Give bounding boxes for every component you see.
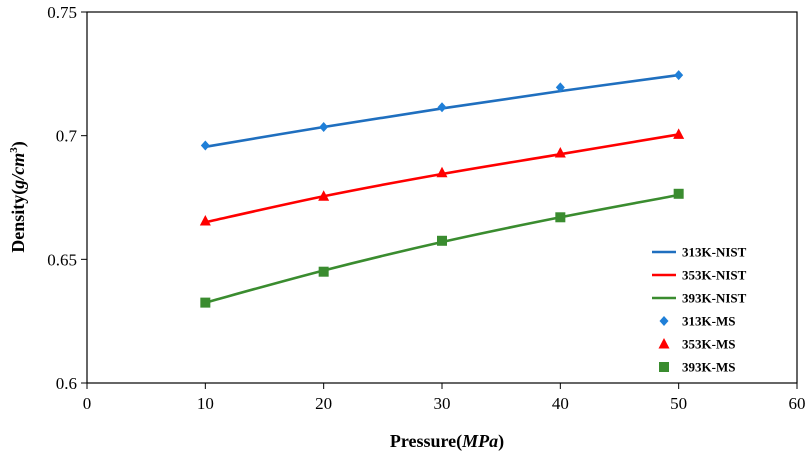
legend-item-313k-nist: 313K-NIST	[652, 245, 747, 260]
data-point-393k-ms	[200, 297, 211, 308]
series-313k-ms	[200, 70, 684, 151]
data-point-353k-ms	[199, 214, 211, 226]
x-tick-label: 40	[552, 394, 569, 413]
data-point-393k-ms	[318, 266, 329, 277]
y-tick-label: 0.6	[56, 374, 77, 393]
x-tick-label: 30	[434, 394, 451, 413]
data-point-353k-ms	[436, 166, 448, 178]
x-axis-title-main: Pressure	[390, 431, 456, 451]
y-axis: 0.6 0.65 0.7 0.75	[47, 3, 87, 393]
legend-item-353k-ms: 353K-MS	[658, 337, 735, 352]
x-axis-title-unit: MPa	[461, 431, 498, 451]
series-layer	[199, 70, 685, 308]
series-line-393k-nist	[204, 193, 679, 304]
data-point-393k-ms	[673, 188, 684, 199]
y-tick-label: 0.7	[56, 127, 78, 146]
y-tick-label: 0.75	[47, 3, 77, 22]
data-point-313k-ms	[437, 102, 447, 113]
data-point-313k-ms	[674, 70, 684, 81]
legend-item-393k-ms: 393K-MS	[659, 360, 735, 375]
data-point-353k-ms	[673, 128, 685, 139]
legend-swatch-marker	[659, 362, 669, 372]
legend-label: 313K-NIST	[682, 245, 747, 260]
data-point-313k-ms	[200, 140, 210, 151]
data-point-313k-ms	[319, 122, 329, 133]
legend-label: 393K-NIST	[682, 291, 747, 306]
legend-label: 353K-NIST	[682, 268, 747, 283]
legend-label: 393K-MS	[682, 360, 735, 375]
legend-label: 353K-MS	[682, 337, 735, 352]
data-point-393k-ms	[555, 212, 566, 223]
y-tick-label: 0.65	[47, 250, 77, 269]
series-393k-nist	[204, 193, 679, 304]
x-tick-label: 10	[197, 394, 214, 413]
x-tick-label: 0	[83, 394, 92, 413]
legend-item-313k-ms: 313K-MS	[659, 314, 735, 329]
series-353k-ms	[199, 128, 685, 226]
data-point-393k-ms	[437, 235, 447, 246]
legend-swatch-marker	[658, 338, 670, 349]
y-axis-title: Density(g/cm3)	[8, 141, 29, 253]
x-tick-label: 20	[315, 394, 332, 413]
x-axis: 0 10 20 30 40 50 60	[83, 383, 806, 413]
y-axis-title-main: Density	[8, 195, 28, 253]
data-point-353k-ms	[554, 146, 566, 158]
data-point-353k-ms	[318, 190, 330, 201]
legend: 313K-NIST 353K-NIST 393K-NIST 313K-MS 353K-M…	[652, 245, 747, 375]
x-tick-label: 50	[670, 394, 687, 413]
legend-swatch-marker	[659, 316, 669, 326]
data-point-313k-ms	[555, 82, 565, 93]
legend-item-353k-nist: 353K-NIST	[652, 268, 747, 283]
legend-label: 313K-MS	[682, 314, 735, 329]
y-axis-title-unit: g/cm	[8, 153, 28, 190]
legend-item-393k-nist: 393K-NIST	[652, 291, 747, 306]
series-393k-ms	[200, 188, 684, 308]
x-tick-label: 60	[789, 394, 806, 413]
x-axis-title: Pressure(MPa)	[390, 431, 504, 452]
y-axis-title-exponent: 3	[8, 147, 20, 153]
